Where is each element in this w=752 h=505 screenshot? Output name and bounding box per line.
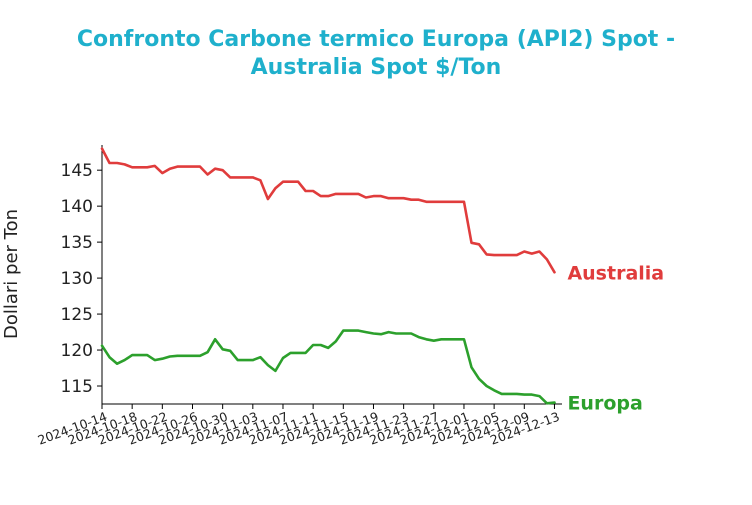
y-tick-label: 145	[61, 161, 93, 181]
y-tick-label: 130	[61, 269, 93, 289]
chart-title: Confronto Carbone termico Europa (API2) …	[0, 26, 752, 82]
y-tick-label: 125	[61, 305, 93, 325]
chart-title-line-2: Australia Spot $/Ton	[250, 55, 502, 80]
series-layer: Australia Europa	[100, 147, 664, 415]
axes: 1151201251301351401452024-10-142024-10-1…	[36, 145, 562, 448]
y-tick-label: 135	[61, 233, 93, 253]
chart-title-line-1: Confronto Carbone termico Europa (API2) …	[76, 27, 676, 52]
y-axis-label: Dollari per Ton	[1, 209, 22, 339]
series-line-europa	[100, 329, 556, 405]
series-label-europa: Europa	[567, 393, 642, 415]
series-label-australia: Australia	[567, 262, 664, 284]
y-tick-label: 140	[61, 197, 93, 217]
y-tick-label: 115	[61, 377, 93, 397]
series-line-australia	[100, 147, 556, 274]
y-tick-label: 120	[61, 341, 93, 361]
